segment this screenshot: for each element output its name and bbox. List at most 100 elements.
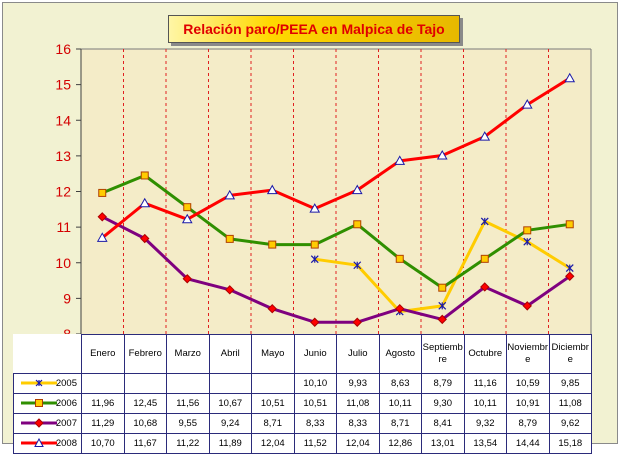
series-line-2006	[101, 174, 571, 290]
data-point-2008	[139, 197, 151, 208]
category-header: Junio	[293, 334, 337, 374]
category-label: Mayo	[261, 348, 285, 359]
category-header: Febrero	[123, 334, 167, 374]
data-label: 8,71	[251, 413, 295, 434]
data-label: 12,04	[251, 433, 295, 454]
data-point-2007	[267, 303, 277, 314]
data-label: 13,54	[463, 433, 507, 454]
data-point-2007	[522, 301, 532, 311]
data-point-2008	[436, 149, 448, 160]
legend-label: 2008	[55, 438, 77, 449]
y-tick-label: 12	[55, 184, 71, 200]
category-header: Septiembre	[421, 334, 465, 374]
data-label: 10,59	[506, 373, 550, 394]
legend-entry-2008: 2008	[13, 433, 82, 454]
data-point-2006	[225, 234, 234, 243]
data-label: 8,41	[421, 413, 465, 434]
category-label: Febrero	[128, 348, 162, 359]
data-label: 11,08	[548, 393, 592, 414]
data-point-2005	[353, 261, 362, 270]
y-tick-label: 16	[55, 41, 71, 57]
legend-label: 2007	[55, 418, 77, 429]
y-tick-label: 13	[55, 148, 71, 164]
data-label: 10,91	[506, 393, 550, 414]
data-point-2006	[480, 254, 489, 263]
data-label: 11,96	[81, 393, 125, 414]
category-label: Septiembre	[422, 342, 463, 365]
category-label: Diciembre	[551, 342, 589, 365]
data-point-2008	[181, 213, 193, 224]
data-point-2008	[521, 99, 533, 109]
legend-label: 2005	[55, 378, 77, 389]
data-point-2006	[268, 240, 277, 249]
data-label: 10,10	[293, 373, 337, 394]
table-row: 2006 11,96 12,45 11,56 10,67 10,51 10,51 11,08 1…	[13, 393, 592, 414]
category-label: Julio	[347, 348, 368, 359]
category-label: Marzo	[174, 348, 201, 359]
data-point-2007	[225, 285, 235, 295]
data-point-2006	[565, 220, 574, 229]
category-header: Mayo	[251, 334, 295, 374]
data-label: 9,85	[548, 373, 592, 394]
legend-label: 2006	[55, 398, 77, 409]
y-tick-label: 10	[55, 255, 71, 271]
data-label: 8,33	[293, 413, 337, 434]
category-header: Agosto	[378, 334, 422, 374]
data-label: 14,44	[506, 433, 550, 454]
category-header: Marzo	[166, 334, 210, 374]
data-point-2008	[266, 184, 278, 195]
data-label: 8,71	[378, 413, 422, 434]
data-label: 8,79	[506, 413, 550, 434]
data-point-2006	[523, 226, 532, 235]
data-point-2007	[437, 314, 447, 325]
series-line-2008	[101, 76, 571, 239]
chart-title: Relación paro/PEEA en Malpica de Tajo	[168, 15, 460, 43]
data-table: Enero Febrero Marzo Abril Mayo Junio Julio Agos…	[13, 334, 592, 454]
data-label: 9,30	[421, 393, 465, 414]
table-row: 2007 11,29 10,68 9,55 9,24 8,71 8,33 8,33 8,71 8,…	[13, 413, 592, 434]
data-point-2007	[480, 282, 490, 292]
category-label: Noviembre	[507, 342, 549, 365]
data-point-2007	[565, 271, 575, 281]
data-label: 8,63	[378, 373, 422, 394]
legend-key-2008	[21, 438, 57, 447]
series-line-2005	[314, 219, 571, 314]
data-point-2007	[395, 303, 405, 314]
data-point-2008	[96, 232, 108, 242]
data-label: 11,56	[166, 393, 210, 414]
data-point-2007	[140, 233, 150, 244]
y-tick-label: 9	[63, 290, 71, 306]
data-point-2005	[310, 255, 319, 264]
data-label	[251, 373, 295, 394]
data-label: 9,93	[336, 373, 380, 394]
data-label	[208, 373, 252, 394]
data-point-2008	[224, 189, 236, 200]
table-header-row: Enero Febrero Marzo Abril Mayo Junio Julio Agos…	[13, 334, 592, 374]
data-point-2006	[395, 254, 404, 263]
data-point-2007	[352, 317, 362, 327]
data-label: 9,32	[463, 413, 507, 434]
data-point-2006	[310, 240, 319, 249]
data-point-2008	[309, 203, 321, 213]
legend-entry-2005: 2005	[13, 373, 82, 394]
category-label: Junio	[303, 348, 327, 359]
category-header: Octubre	[463, 334, 507, 374]
data-point-2005	[480, 217, 489, 226]
data-label: 11,22	[166, 433, 210, 454]
data-label: 12,04	[336, 433, 380, 454]
data-point-2005	[565, 264, 574, 273]
data-label: 10,67	[208, 393, 252, 414]
legend-entry-2007: 2007	[13, 413, 82, 434]
chart-svg: 8910111213141516	[55, 41, 592, 342]
category-label: Octubre	[468, 348, 503, 359]
legend-key-2005	[21, 379, 57, 387]
data-point-2008	[351, 184, 363, 195]
data-label: 10,11	[463, 393, 507, 414]
data-label: 10,70	[81, 433, 125, 454]
data-label: 8,33	[336, 413, 380, 434]
y-tick-label: 14	[55, 112, 71, 128]
data-point-2006	[353, 220, 362, 229]
category-header: Diciembre	[548, 334, 592, 374]
data-label: 11,67	[123, 433, 167, 454]
data-label	[123, 373, 167, 394]
